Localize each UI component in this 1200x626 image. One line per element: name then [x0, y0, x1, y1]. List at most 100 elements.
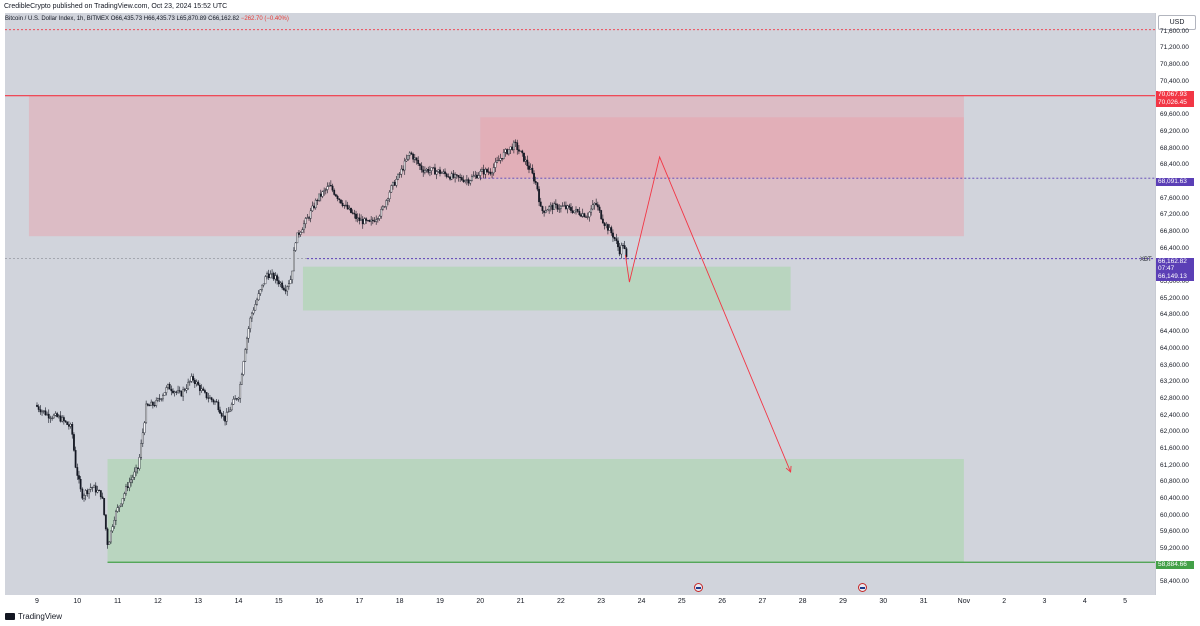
currency-selector[interactable]: USD — [1158, 15, 1196, 30]
candle-body — [595, 203, 598, 205]
candle-body — [59, 415, 62, 422]
candle-body — [74, 450, 77, 468]
candle-body — [262, 283, 265, 286]
candle-body — [146, 403, 149, 406]
x-tick-label: 19 — [436, 598, 444, 605]
x-tick-label: 14 — [234, 598, 243, 605]
candle-body — [140, 443, 143, 458]
low-value: L65,870.89 — [176, 16, 207, 22]
candle-body — [249, 317, 252, 329]
candle-body — [576, 209, 579, 212]
candle-body — [353, 213, 356, 215]
candle-body — [341, 202, 344, 206]
candle-body — [242, 361, 245, 375]
candle-body — [311, 205, 314, 212]
candle-body — [165, 387, 168, 393]
candle-body — [464, 180, 467, 182]
candle-body — [294, 242, 297, 251]
candle-body — [457, 175, 460, 178]
candle-body — [600, 210, 603, 220]
candle-body — [479, 171, 482, 176]
us-flag-event-icon[interactable] — [694, 583, 703, 592]
candle-body — [109, 530, 112, 543]
price-label-upper-red-1: 70,067.93 — [1156, 91, 1194, 99]
candle-body — [224, 415, 226, 422]
x-tick-label: 22 — [556, 598, 565, 605]
candle-body — [235, 398, 238, 400]
candle-body — [350, 207, 352, 213]
candle-body — [383, 206, 386, 208]
candle-body — [313, 205, 315, 208]
candle-body — [598, 206, 601, 211]
candle-body — [543, 210, 546, 213]
candle-body — [180, 391, 183, 397]
candle-body — [256, 299, 258, 305]
candle-body — [449, 176, 451, 180]
candle-body — [408, 152, 411, 156]
candle-body — [145, 403, 148, 424]
candle-body — [207, 397, 210, 399]
candle-body — [47, 413, 50, 419]
candle-body — [519, 150, 522, 152]
candle-body — [541, 206, 544, 212]
candle-body — [138, 457, 141, 469]
y-tick-label: 59,200.00 — [1160, 545, 1189, 553]
candle-body — [452, 173, 455, 178]
candle-body — [118, 505, 121, 508]
candle-body — [440, 172, 443, 174]
candle-body — [54, 413, 57, 416]
candle-body — [588, 211, 591, 218]
candle-body — [219, 409, 221, 414]
candle-body — [128, 482, 131, 488]
candle-body — [403, 160, 406, 171]
candle-body — [623, 245, 626, 249]
y-tick-label: 68,800.00 — [1160, 144, 1189, 152]
candle-body — [321, 191, 324, 197]
candle-body — [217, 401, 220, 411]
candle-body — [422, 169, 425, 173]
candle-body — [316, 199, 319, 201]
x-tick-label: 31 — [919, 598, 928, 605]
candle-body — [380, 208, 383, 217]
us-flag-event-icon[interactable] — [858, 583, 867, 592]
candle-body — [373, 220, 376, 222]
candle-body — [618, 246, 621, 255]
candle-body — [167, 383, 169, 388]
candle-body — [420, 165, 423, 171]
candle-body — [143, 422, 146, 434]
candle-body — [104, 514, 107, 530]
projection-path — [624, 155, 792, 473]
candle-body — [487, 171, 490, 173]
candle-body — [608, 227, 611, 231]
candle-body — [529, 167, 532, 170]
candle-body — [365, 218, 368, 221]
candle-body — [610, 227, 613, 234]
high-value: H66,435.73 — [143, 16, 175, 22]
candle-body — [336, 195, 339, 199]
candle-body — [553, 203, 556, 210]
price-label-upper-red-2: 70,026.45 — [1156, 99, 1194, 107]
candle-body — [392, 181, 394, 186]
candle-body — [106, 528, 109, 545]
candle-body — [81, 488, 84, 499]
candle-body — [52, 414, 55, 419]
candle-body — [568, 205, 571, 208]
x-tick-label: 18 — [395, 598, 404, 605]
price-axis[interactable] — [1155, 13, 1200, 595]
candle-body — [590, 208, 593, 213]
y-tick-label: 60,800.00 — [1160, 478, 1189, 486]
candle-body — [548, 206, 551, 211]
publisher-line: CredibleCrypto published on TradingView.… — [4, 3, 228, 10]
x-tick-label: 23 — [597, 598, 606, 605]
x-tick-label: 17 — [355, 598, 364, 605]
candle-body — [382, 206, 384, 210]
candle-body — [36, 404, 38, 407]
candle-body — [492, 167, 495, 174]
x-tick-label: 26 — [718, 598, 726, 605]
candle-body — [153, 405, 156, 407]
candle-body — [69, 424, 72, 427]
candle-body — [544, 210, 547, 213]
time-axis[interactable] — [5, 595, 1155, 609]
candle-body — [387, 198, 389, 201]
